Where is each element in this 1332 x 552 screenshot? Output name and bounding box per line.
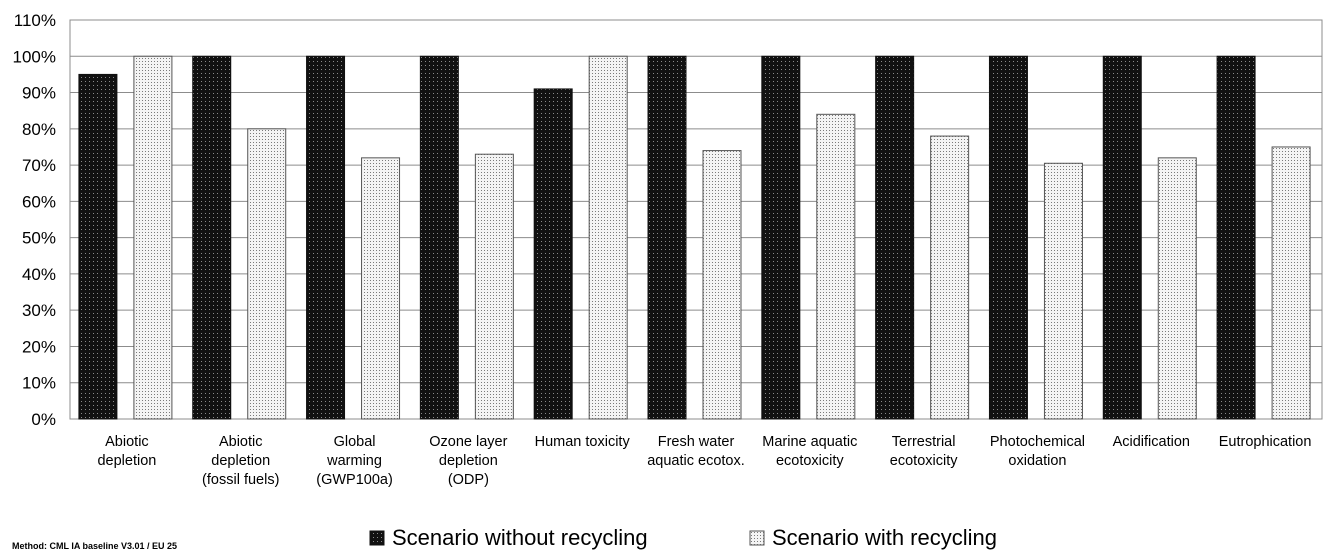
legend-swatch-without-recycling [369,530,385,546]
bar-with-recycling [930,135,970,420]
y-tick-label: 60% [22,192,56,211]
bar-with-recycling [816,113,856,420]
y-tick-label: 10% [22,374,56,393]
bar-with-recycling [474,153,514,420]
bar-without-recycling [875,55,915,420]
bar-with-recycling [588,55,628,420]
bar-with-recycling [702,150,742,420]
x-tick-label: Eutrophication [1219,434,1312,450]
bar-with-recycling [1157,157,1197,420]
x-axis-tick-labels: Abiotic depletion Abiotic depletion (fossil … [97,434,1311,488]
legend: Scenario without recycling Scenario with … [369,525,997,550]
bar-without-recycling [1216,55,1256,420]
bar-without-recycling [533,88,573,420]
y-tick-label: 30% [22,301,56,320]
y-tick-label: 50% [22,229,56,248]
bar-without-recycling [647,55,687,420]
x-tick-label: Ozone layer depletion (ODP) [429,434,507,488]
x-tick-label: Global warming (GWP100a) [316,434,393,488]
bar-without-recycling [306,55,346,420]
y-tick-label: 40% [22,265,56,284]
y-axis-tick-labels: 0% 10% 20% 30% 40% 50% 60% 70% 80% 90% 100% 110% [13,11,56,429]
x-tick-label: Terrestrial ecotoxicity [890,434,958,469]
x-tick-label: Abiotic depletion [97,434,156,469]
bar-with-recycling [247,128,287,420]
x-tick-label: Human toxicity [535,434,631,450]
y-tick-label: 80% [22,120,56,139]
bar-with-recycling [133,55,173,420]
y-tick-label: 20% [22,337,56,356]
x-tick-label: Marine aquatic ecotoxicity [762,434,857,469]
bar-without-recycling [78,73,118,420]
bar-with-recycling [1043,162,1083,420]
method-footnote: Method: CML IA baseline V3.01 / EU 25 [12,541,177,551]
y-tick-label: 90% [22,84,56,103]
bar-without-recycling [988,55,1028,420]
y-tick-label: 0% [31,410,56,429]
bars [78,55,1311,420]
bar-without-recycling [1102,55,1142,420]
bar-with-recycling [361,157,401,420]
legend-label-with-recycling: Scenario with recycling [772,525,997,550]
y-tick-label: 100% [13,47,56,66]
x-tick-label: Fresh water aquatic ecotox. [647,434,745,469]
x-tick-label: Acidification [1113,434,1190,450]
legend-swatch-with-recycling [749,530,765,546]
bar-without-recycling [419,55,459,420]
bar-without-recycling [761,55,801,420]
y-tick-label: 70% [22,156,56,175]
legend-label-without-recycling: Scenario without recycling [392,525,648,550]
bar-with-recycling [1271,146,1311,420]
bar-without-recycling [192,55,232,420]
x-tick-label: Abiotic depletion (fossil fuels) [202,434,279,488]
y-tick-label: 110% [14,11,56,30]
x-tick-label: Photochemical oxidation [990,434,1085,469]
